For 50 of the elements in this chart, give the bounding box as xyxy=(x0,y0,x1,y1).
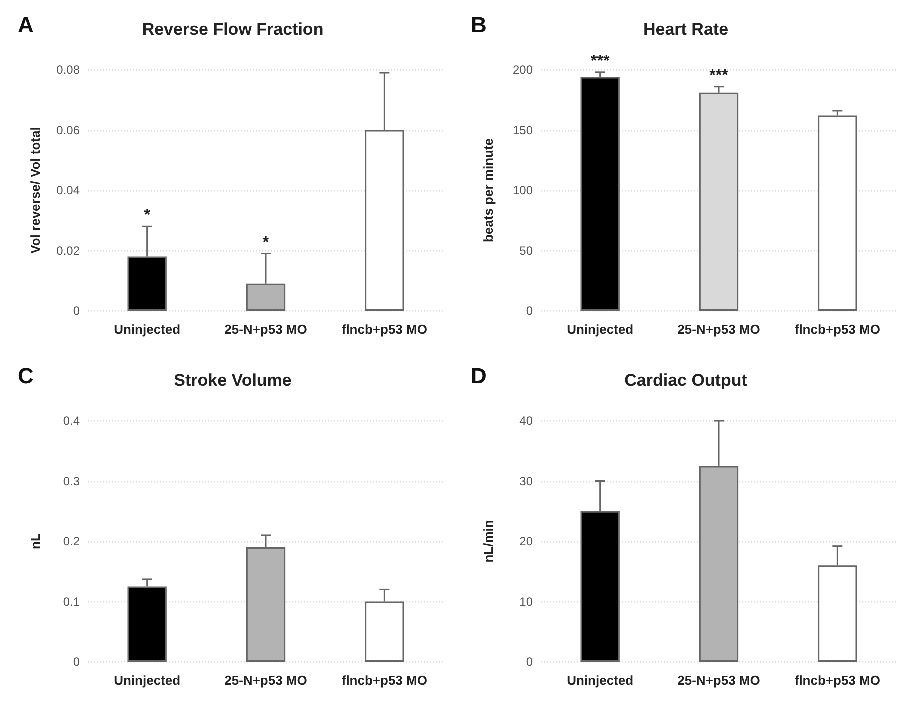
x-tick-label: flncb+p53 MO xyxy=(342,322,428,337)
y-tick-label: 0.3 xyxy=(63,474,80,488)
x-tick-label: Uninjected xyxy=(567,673,634,688)
y-tick-label: 0.06 xyxy=(56,123,80,138)
y-tick-label: 0.08 xyxy=(56,63,80,77)
y-tick-label: 20 xyxy=(520,534,534,548)
x-tick-label: Uninjected xyxy=(114,322,181,337)
y-tick-label: 150 xyxy=(512,123,534,138)
x-tick-label: Uninjected xyxy=(114,673,181,688)
y-tick-label: 0.02 xyxy=(56,244,80,258)
y-tick-label: 0.1 xyxy=(63,594,80,609)
y-axis-title: nL xyxy=(28,534,43,550)
y-tick-label: 50 xyxy=(520,244,534,258)
y-axis-title: beats per minute xyxy=(481,138,496,243)
annotation: * xyxy=(144,207,152,224)
y-tick-label: 0.4 xyxy=(63,414,80,428)
text: A xyxy=(18,12,34,38)
y-tick-label: 200 xyxy=(512,63,534,77)
bar xyxy=(818,116,858,311)
y-tick-label: 100 xyxy=(512,184,534,198)
y-axis-title: nL/min xyxy=(481,520,496,563)
text: C xyxy=(18,364,34,388)
chart-title: Cardiac Output xyxy=(624,371,748,390)
y-tick-label: 0 xyxy=(73,304,80,318)
y-tick-label: 0 xyxy=(73,655,80,669)
bar xyxy=(580,77,620,311)
chart-title: Heart Rate xyxy=(643,20,729,39)
annotation: * xyxy=(262,234,270,252)
y-tick-label: 30 xyxy=(520,474,534,488)
x-tick-label: 25-N+p53 MO xyxy=(224,322,308,337)
y-tick-label: 0.2 xyxy=(63,534,80,548)
y-tick-label: 10 xyxy=(520,594,534,609)
y-tick-label: 0 xyxy=(526,655,534,669)
annotation: *** xyxy=(590,52,610,70)
x-tick-label: flncb+p53 MO xyxy=(342,673,428,688)
x-tick-label: 25-N+p53 MO xyxy=(678,322,760,337)
annotation: *** xyxy=(710,67,730,84)
text: B xyxy=(471,12,487,38)
x-tick-label: Uninjected xyxy=(567,322,634,337)
chart-title: Reverse Flow Fraction xyxy=(142,20,324,39)
y-tick-label: 40 xyxy=(520,414,534,428)
x-tick-label: 25-N+p53 MO xyxy=(224,673,308,688)
y-axis-title: Vol reverse/ Vol total xyxy=(28,127,43,254)
text: D xyxy=(471,364,487,388)
chart-title: Stroke Volume xyxy=(174,371,292,390)
y-tick-label: 0 xyxy=(526,304,534,318)
x-tick-label: 25-N+p53 MO xyxy=(678,673,760,688)
x-tick-label: flncb+p53 MO xyxy=(794,322,880,337)
x-tick-label: flncb+p53 MO xyxy=(794,673,880,688)
y-tick-label: 0.04 xyxy=(56,184,80,198)
